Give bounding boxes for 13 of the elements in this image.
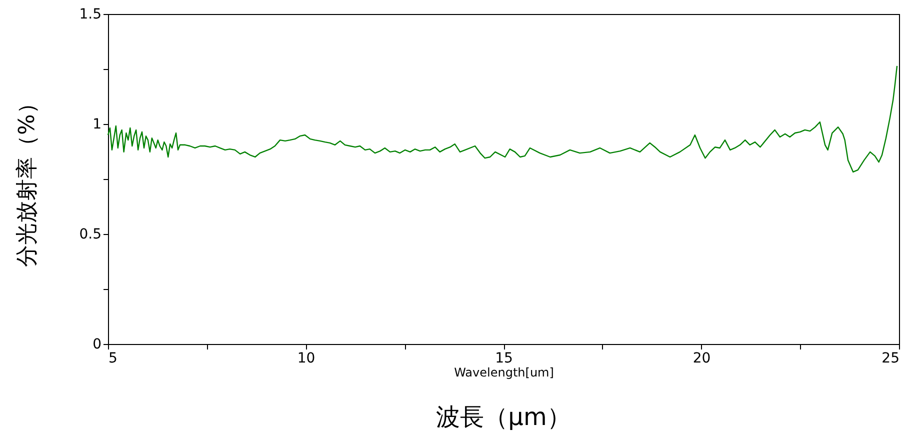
y-axis-title: 分光放射率（%）: [15, 92, 40, 267]
x-axis-title: Wavelength[um]: [454, 366, 554, 380]
line-series: [107, 65, 898, 173]
y-tick-label: 1: [92, 116, 102, 132]
y-tick-label: 0.5: [79, 226, 102, 242]
x-tick-label: 25: [882, 350, 900, 366]
text: 波長（μm）: [436, 403, 571, 431]
y-tick-label: 1.5: [79, 6, 102, 22]
x-tick-label: 15: [495, 350, 513, 366]
x-tick-label: 20: [692, 350, 711, 366]
x-tick-label: 10: [297, 350, 316, 366]
y-tick-label: 0: [92, 336, 102, 352]
x-tick-label: 5: [108, 350, 118, 366]
